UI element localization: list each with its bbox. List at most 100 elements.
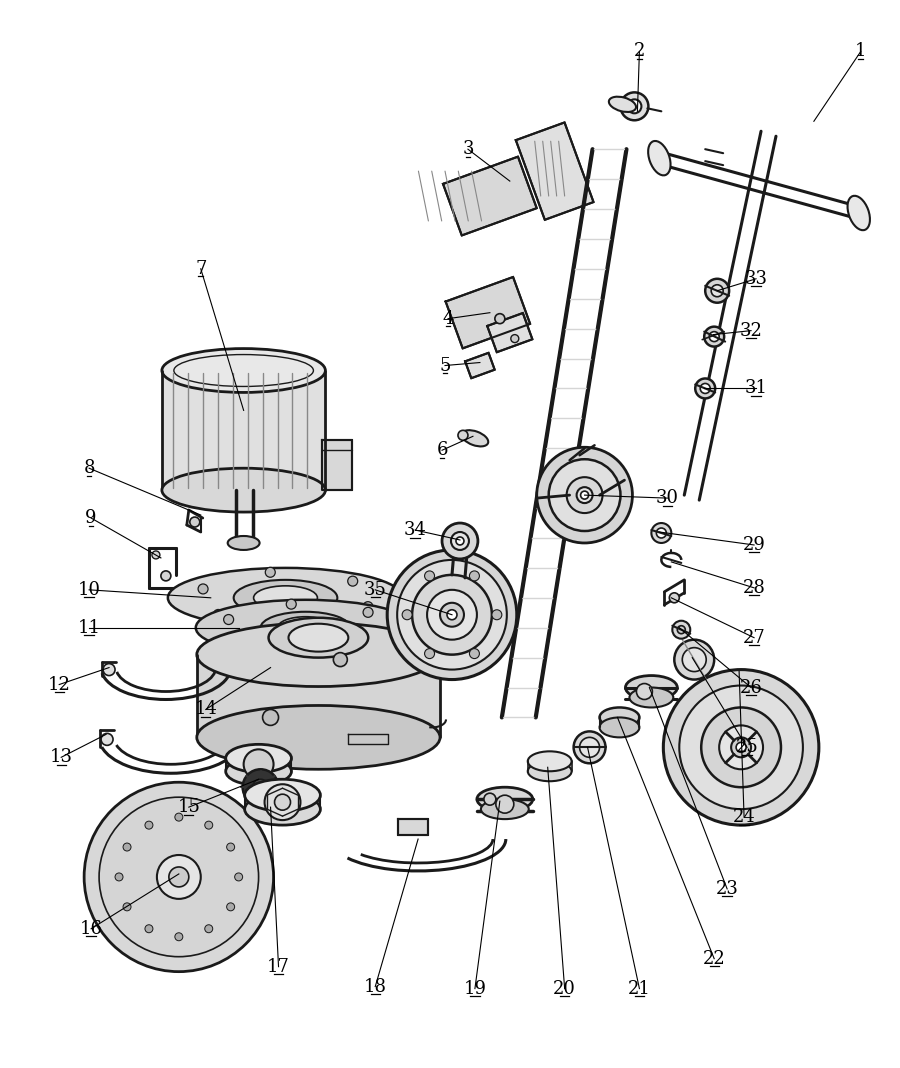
- Circle shape: [223, 614, 234, 625]
- Circle shape: [627, 99, 642, 113]
- Circle shape: [145, 925, 153, 932]
- Circle shape: [709, 332, 719, 342]
- Circle shape: [670, 593, 680, 602]
- Ellipse shape: [226, 744, 292, 772]
- Circle shape: [115, 873, 123, 881]
- Ellipse shape: [245, 780, 320, 811]
- Circle shape: [440, 602, 464, 627]
- Circle shape: [428, 590, 477, 640]
- Text: 2: 2: [634, 43, 645, 61]
- Text: 15: 15: [177, 798, 200, 816]
- Circle shape: [363, 601, 373, 612]
- Text: 28: 28: [742, 579, 766, 597]
- Circle shape: [190, 517, 200, 527]
- Text: 33: 33: [744, 270, 768, 287]
- Circle shape: [99, 797, 258, 957]
- Circle shape: [496, 796, 514, 813]
- Ellipse shape: [261, 612, 350, 644]
- Polygon shape: [443, 157, 536, 235]
- Text: 23: 23: [716, 880, 739, 898]
- Text: 20: 20: [554, 979, 576, 998]
- Circle shape: [580, 491, 589, 499]
- Circle shape: [695, 378, 716, 398]
- Circle shape: [243, 769, 278, 805]
- Ellipse shape: [162, 348, 326, 392]
- Ellipse shape: [197, 706, 440, 769]
- Circle shape: [563, 484, 576, 497]
- Text: 24: 24: [733, 808, 755, 827]
- Ellipse shape: [626, 676, 678, 700]
- Text: 10: 10: [77, 581, 101, 599]
- Circle shape: [495, 314, 505, 324]
- Circle shape: [145, 821, 153, 829]
- Circle shape: [226, 661, 236, 672]
- Polygon shape: [516, 123, 593, 220]
- Circle shape: [104, 663, 115, 676]
- Text: 29: 29: [742, 536, 766, 554]
- Text: 1: 1: [855, 43, 867, 61]
- Ellipse shape: [197, 623, 440, 687]
- Circle shape: [706, 279, 729, 302]
- Circle shape: [274, 795, 291, 811]
- Circle shape: [235, 873, 243, 881]
- Circle shape: [567, 477, 602, 513]
- Ellipse shape: [289, 624, 348, 651]
- Circle shape: [315, 646, 325, 656]
- Ellipse shape: [527, 761, 572, 781]
- Ellipse shape: [609, 97, 636, 112]
- Circle shape: [573, 732, 606, 764]
- Text: 25: 25: [735, 738, 759, 756]
- Circle shape: [674, 640, 715, 679]
- Circle shape: [447, 610, 457, 619]
- Ellipse shape: [629, 688, 673, 707]
- Text: 16: 16: [79, 920, 103, 938]
- Ellipse shape: [268, 617, 368, 658]
- Circle shape: [244, 750, 274, 780]
- Circle shape: [296, 618, 306, 628]
- Circle shape: [511, 334, 518, 343]
- Text: 6: 6: [436, 441, 448, 459]
- Ellipse shape: [477, 787, 533, 811]
- Circle shape: [347, 576, 357, 586]
- Polygon shape: [465, 352, 495, 378]
- Text: 9: 9: [86, 509, 97, 527]
- Circle shape: [700, 383, 710, 393]
- Circle shape: [175, 813, 183, 821]
- Circle shape: [227, 902, 235, 911]
- Text: 30: 30: [656, 489, 679, 507]
- Circle shape: [402, 610, 412, 619]
- Text: 14: 14: [194, 701, 217, 719]
- Ellipse shape: [599, 718, 639, 737]
- Circle shape: [205, 925, 212, 932]
- Ellipse shape: [848, 195, 870, 231]
- Circle shape: [253, 780, 268, 796]
- Circle shape: [470, 571, 480, 581]
- Circle shape: [484, 794, 496, 805]
- Text: 35: 35: [364, 581, 387, 599]
- Text: 8: 8: [84, 459, 94, 477]
- Circle shape: [711, 285, 724, 297]
- Polygon shape: [348, 735, 388, 744]
- Circle shape: [412, 575, 492, 655]
- Polygon shape: [113, 895, 155, 931]
- Circle shape: [213, 610, 223, 619]
- Circle shape: [736, 742, 746, 752]
- Circle shape: [680, 686, 803, 810]
- Circle shape: [620, 92, 648, 121]
- Ellipse shape: [196, 600, 415, 656]
- Circle shape: [678, 626, 685, 633]
- Circle shape: [458, 430, 468, 440]
- Ellipse shape: [648, 141, 670, 175]
- Circle shape: [580, 737, 599, 757]
- Circle shape: [157, 855, 201, 899]
- Circle shape: [363, 608, 374, 617]
- Circle shape: [161, 571, 171, 581]
- Text: 22: 22: [703, 949, 725, 968]
- Ellipse shape: [599, 707, 639, 727]
- Circle shape: [470, 648, 480, 659]
- Ellipse shape: [168, 568, 403, 628]
- Ellipse shape: [228, 536, 259, 550]
- Ellipse shape: [277, 616, 333, 639]
- Circle shape: [701, 707, 781, 787]
- Text: 7: 7: [195, 260, 206, 278]
